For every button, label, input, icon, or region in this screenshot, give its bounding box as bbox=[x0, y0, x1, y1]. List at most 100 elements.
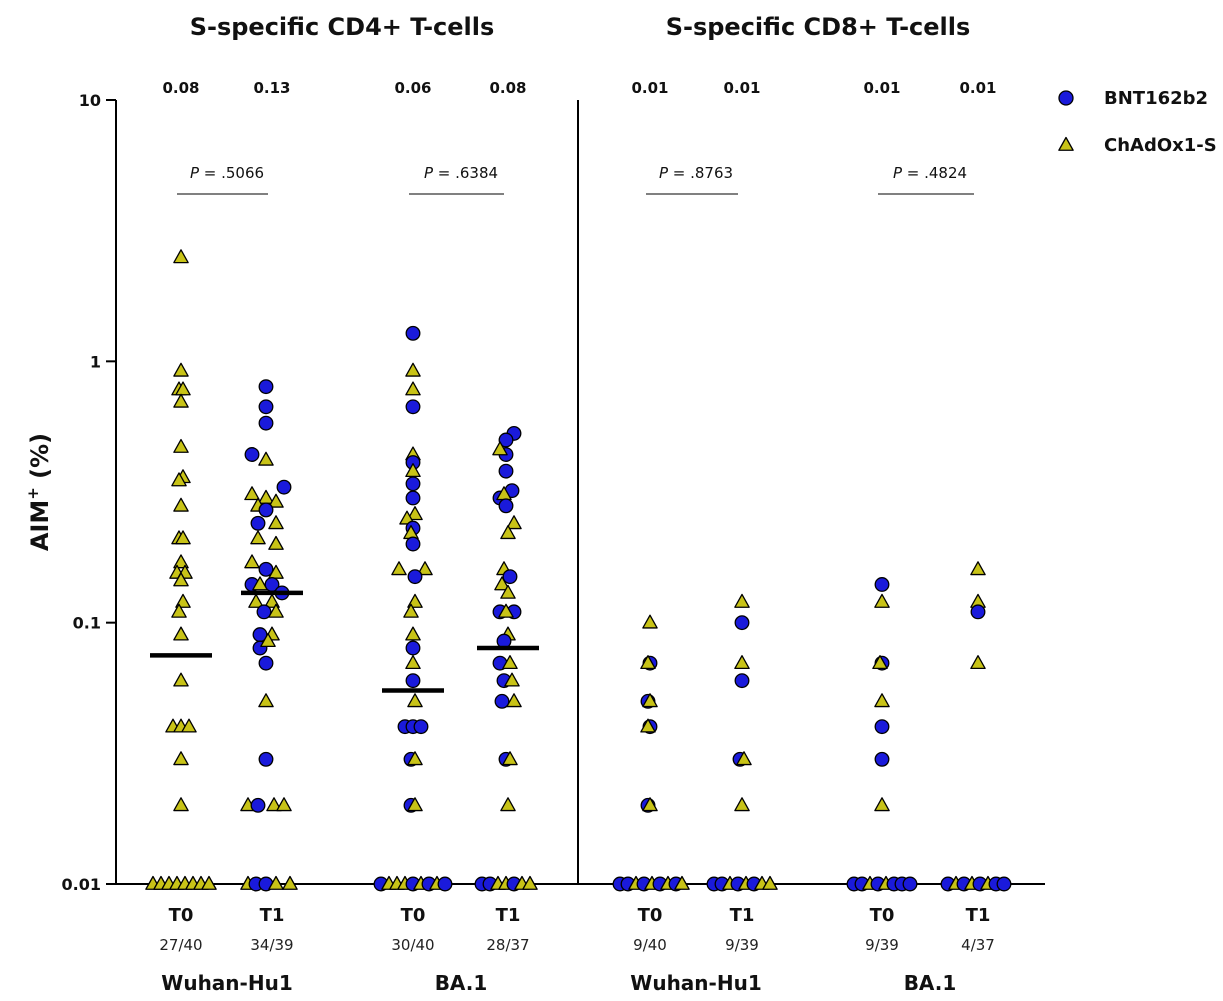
median-labels: 0.08 0.13 0.06 0.08 0.01 0.01 0.01 0.01 bbox=[162, 79, 996, 97]
point-chadox1-s bbox=[252, 576, 268, 591]
data-points bbox=[145, 249, 1012, 892]
point-chadox1-s bbox=[260, 632, 276, 648]
point-chadox1-s bbox=[500, 525, 516, 540]
y-tick-label: 0.01 bbox=[62, 875, 101, 894]
point-chadox1-s bbox=[248, 593, 264, 608]
point-bnt162b2 bbox=[874, 719, 890, 735]
median-bars bbox=[150, 590, 539, 693]
point-bnt162b2 bbox=[258, 502, 274, 518]
timepoint-label: T0 bbox=[169, 905, 194, 926]
point-chadox1-s bbox=[175, 381, 191, 396]
point-chadox1-s bbox=[173, 438, 189, 453]
point-chadox1-s bbox=[500, 797, 516, 812]
point-chadox1-s bbox=[405, 381, 421, 396]
point-chadox1-s bbox=[173, 249, 189, 264]
p-symbol: P bbox=[659, 164, 673, 182]
point-chadox1-s bbox=[734, 593, 750, 608]
point-chadox1-s bbox=[506, 693, 522, 708]
timepoint-label: T0 bbox=[401, 905, 426, 926]
responder-fraction: 27/40 bbox=[159, 936, 202, 954]
point-chadox1-s bbox=[407, 797, 423, 812]
point-chadox1-s bbox=[506, 515, 522, 530]
responder-fraction: 4/37 bbox=[961, 936, 995, 954]
point-chadox1-s bbox=[970, 654, 986, 670]
p-value-annotations: P = .5066 P = .6384 P = .8763 P = .4824 bbox=[177, 164, 974, 195]
point-chadox1-s bbox=[405, 362, 421, 377]
panel-title: S-specific CD8+ T-cells bbox=[666, 13, 971, 41]
y-ticks: 0.01 0.1 1 10 bbox=[62, 91, 116, 894]
p-value: = .6384 bbox=[438, 164, 498, 182]
point-bnt162b2 bbox=[244, 447, 260, 462]
point-chadox1-s bbox=[874, 593, 890, 608]
median-value-label: 0.06 bbox=[394, 79, 431, 97]
point-bnt162b2 bbox=[405, 536, 421, 552]
point-chadox1-s bbox=[173, 797, 189, 812]
point-bnt162b2 bbox=[498, 463, 514, 479]
point-bnt162b2 bbox=[258, 561, 274, 577]
point-bnt162b2 bbox=[258, 751, 274, 767]
responder-fraction: 30/40 bbox=[391, 936, 434, 954]
point-chadox1-s bbox=[872, 654, 888, 670]
point-chadox1-s bbox=[201, 875, 217, 890]
point-chadox1-s bbox=[391, 561, 407, 576]
point-bnt162b2 bbox=[996, 876, 1012, 892]
point-bnt162b2 bbox=[874, 751, 890, 767]
point-chadox1-s bbox=[173, 751, 189, 766]
point-bnt162b2 bbox=[502, 569, 518, 585]
point-bnt162b2 bbox=[258, 655, 274, 671]
point-bnt162b2 bbox=[498, 432, 514, 448]
point-chadox1-s bbox=[268, 493, 284, 508]
point-chadox1-s bbox=[642, 693, 658, 708]
point-chadox1-s bbox=[407, 506, 423, 521]
point-chadox1-s bbox=[173, 393, 189, 408]
point-chadox1-s bbox=[734, 654, 750, 670]
point-chadox1-s bbox=[674, 875, 690, 890]
point-chadox1-s bbox=[874, 693, 890, 708]
point-chadox1-s bbox=[502, 751, 518, 766]
point-chadox1-s bbox=[494, 576, 510, 591]
median-value-label: 0.13 bbox=[253, 79, 290, 97]
p-symbol: P bbox=[893, 164, 907, 182]
p-symbol: P bbox=[190, 164, 204, 182]
point-bnt162b2 bbox=[405, 640, 421, 656]
point-chadox1-s bbox=[874, 797, 890, 812]
point-chadox1-s bbox=[258, 489, 274, 504]
point-bnt162b2 bbox=[256, 604, 272, 620]
legend-label-bnt162b2: BNT162b2 bbox=[1104, 88, 1208, 109]
timepoint-label: T0 bbox=[870, 905, 895, 926]
legend: BNT162b2 ChAdOx1-S bbox=[1058, 88, 1217, 156]
point-chadox1-s bbox=[173, 672, 189, 687]
variant-label: BA.1 bbox=[904, 971, 957, 995]
median-value-label: 0.08 bbox=[489, 79, 526, 97]
p-symbol: P bbox=[424, 164, 438, 182]
variant-label: Wuhan-Hu1 bbox=[161, 971, 292, 995]
point-chadox1-s bbox=[736, 751, 752, 766]
point-bnt162b2 bbox=[405, 325, 421, 341]
point-chadox1-s bbox=[734, 797, 750, 812]
point-bnt162b2 bbox=[970, 604, 986, 620]
point-bnt162b2 bbox=[250, 797, 266, 813]
point-chadox1-s bbox=[268, 535, 284, 550]
responder-fraction: 9/40 bbox=[633, 936, 667, 954]
responder-fraction: 28/37 bbox=[486, 936, 529, 954]
timepoint-label: T1 bbox=[966, 905, 991, 926]
point-bnt162b2 bbox=[407, 569, 423, 585]
point-bnt162b2 bbox=[413, 719, 429, 735]
point-chadox1-s bbox=[640, 718, 656, 733]
median-value-label: 0.01 bbox=[723, 79, 760, 97]
point-chadox1-s bbox=[173, 362, 189, 377]
panel-title: S-specific CD4+ T-cells bbox=[190, 13, 495, 41]
point-chadox1-s bbox=[175, 530, 191, 545]
p-value: = .8763 bbox=[673, 164, 733, 182]
point-bnt162b2 bbox=[902, 876, 918, 892]
point-chadox1-s bbox=[171, 603, 187, 618]
point-chadox1-s bbox=[970, 561, 986, 576]
point-chadox1-s bbox=[407, 751, 423, 766]
panel-titles: S-specific CD4+ T-cells S-specific CD8+ T… bbox=[190, 13, 971, 41]
point-chadox1-s bbox=[500, 584, 516, 599]
point-chadox1-s bbox=[417, 561, 433, 576]
y-tick-label: 10 bbox=[79, 91, 101, 110]
point-chadox1-s bbox=[173, 626, 189, 641]
point-bnt162b2 bbox=[874, 577, 890, 592]
